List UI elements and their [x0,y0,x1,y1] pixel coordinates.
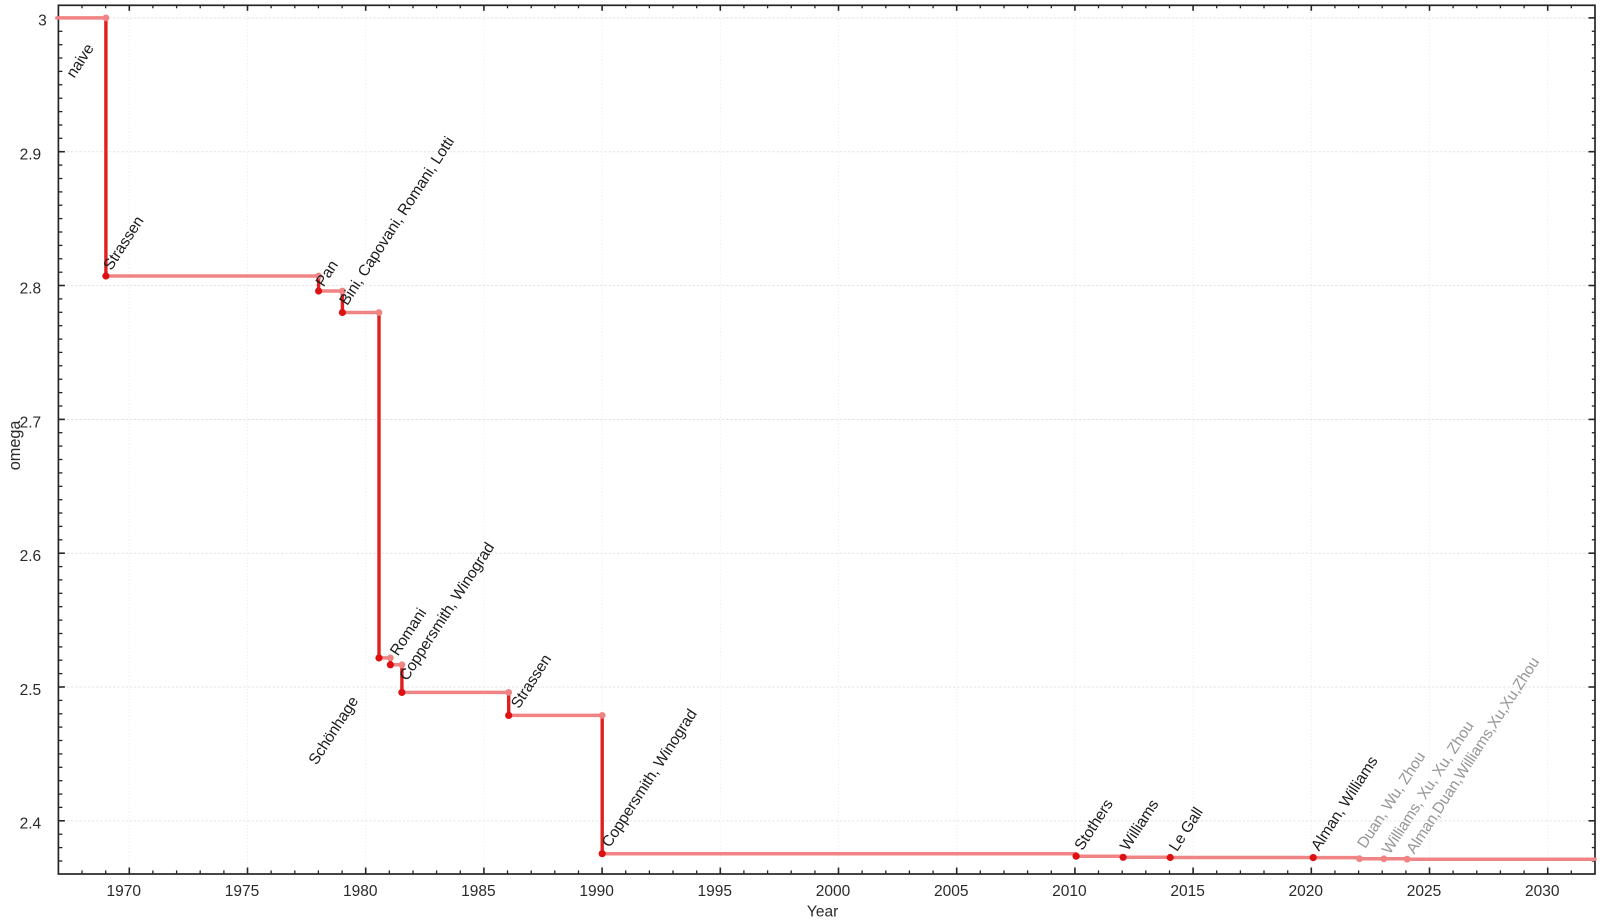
svg-text:2.9: 2.9 [20,147,42,164]
svg-text:2015: 2015 [1170,883,1204,900]
svg-text:2.5: 2.5 [20,682,42,699]
svg-text:1995: 1995 [698,883,732,900]
svg-text:1990: 1990 [579,883,614,900]
svg-text:2025: 2025 [1407,883,1441,900]
svg-text:1985: 1985 [461,883,495,900]
svg-text:2000: 2000 [816,883,851,900]
svg-text:omega: omega [6,420,24,471]
svg-text:2.4: 2.4 [20,816,42,833]
svg-text:2.6: 2.6 [20,548,42,565]
svg-text:2.8: 2.8 [20,280,42,297]
svg-text:2030: 2030 [1525,883,1560,900]
svg-text:2020: 2020 [1289,883,1324,900]
svg-text:1970: 1970 [107,883,142,900]
svg-text:3: 3 [38,13,47,30]
svg-text:Year: Year [807,904,838,920]
svg-text:2005: 2005 [934,883,968,900]
svg-text:1980: 1980 [343,883,378,900]
svg-text:1975: 1975 [225,883,259,900]
svg-text:2.7: 2.7 [20,414,42,431]
svg-text:2010: 2010 [1052,883,1087,900]
